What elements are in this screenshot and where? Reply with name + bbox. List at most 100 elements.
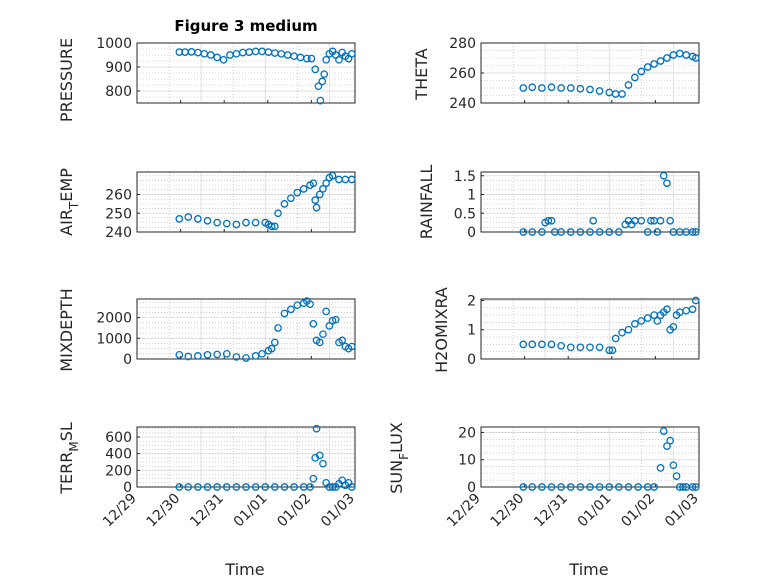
data-point (206, 51, 215, 59)
data-point (643, 63, 652, 71)
ylabel-mixdepth: MIXDEPTH (57, 288, 76, 371)
ytick-label: 1000 (96, 331, 132, 347)
subplot-6: 0 1 2 (467, 293, 700, 368)
data-point (615, 228, 623, 236)
ytick-label: 20 (458, 425, 476, 441)
data-point (267, 222, 276, 231)
data-point (669, 322, 678, 331)
data-point (663, 179, 671, 188)
data-point (280, 200, 289, 208)
data-point (557, 483, 565, 491)
ylabel-h2omixra: H2OMIXRA (432, 287, 451, 373)
data-point (203, 351, 212, 359)
data-point (586, 343, 594, 352)
data-point (322, 55, 330, 64)
data-point (311, 196, 320, 204)
data-point (663, 54, 671, 62)
data-point (672, 472, 681, 480)
data-point (184, 213, 193, 221)
data-point (258, 349, 266, 358)
ytick-label: 1 (467, 188, 476, 204)
data-point (314, 82, 323, 91)
data-point (605, 483, 614, 491)
ytick-label: 2000 (96, 311, 132, 327)
data-point (318, 77, 327, 86)
xtick-label: 01/03 (662, 491, 702, 531)
data-point (643, 314, 652, 322)
data-point (631, 73, 639, 82)
plot-area (137, 172, 355, 232)
ytick-label: 280 (449, 36, 476, 52)
data-point (656, 57, 665, 65)
data-point (319, 330, 327, 339)
axes-frame (480, 426, 700, 488)
subplot-3: 240 250 260 (105, 171, 356, 241)
data-point (544, 216, 553, 225)
data-point (347, 483, 356, 491)
data-point (213, 218, 221, 227)
ylabel-theta: THETA (412, 48, 431, 100)
xtick-label: 12/29 (100, 491, 140, 531)
data-point (618, 328, 626, 337)
data-point (213, 53, 221, 62)
data-point (576, 84, 585, 93)
ytick-label: 600 (105, 430, 132, 446)
data-point (322, 179, 330, 188)
data-point (691, 228, 700, 236)
axes-frame (480, 298, 700, 360)
data-point (274, 324, 282, 332)
ytick-label: 900 (105, 60, 132, 76)
data-point (519, 84, 528, 92)
data-point (232, 353, 241, 361)
data-point (319, 185, 327, 193)
ytick-label: 400 (105, 447, 132, 463)
data-point (663, 442, 671, 450)
data-point (666, 436, 674, 445)
data-point (315, 451, 324, 460)
data-point (242, 218, 250, 227)
data-point (331, 315, 340, 324)
data-point (653, 317, 662, 325)
ylabel-pressure: PRESSURE (57, 38, 76, 122)
data-point (280, 483, 289, 491)
subplot-8: 0 10 20 12/29 12/30 12/31 01/01 01/02 01/03 (444, 425, 702, 530)
data-point (319, 459, 327, 468)
ytick-label: 0 (467, 480, 476, 496)
xtick-label: 12/30 (144, 491, 184, 531)
data-point (299, 185, 308, 193)
data-point (576, 228, 585, 236)
data-point (576, 483, 585, 491)
xtick-label: 12/29 (444, 491, 484, 531)
data-point (615, 483, 623, 491)
data-point (647, 216, 655, 225)
data-point (335, 55, 343, 64)
data-point (519, 340, 528, 349)
data-point (528, 83, 537, 92)
ytick-label: 0.5 (454, 206, 476, 222)
data-point (637, 67, 646, 76)
data-point (528, 228, 537, 236)
data-point (222, 349, 231, 358)
data-point (547, 83, 556, 92)
data-point (203, 483, 212, 491)
data-point (659, 171, 668, 180)
data-point (624, 81, 633, 89)
xtick-label: 12/31 (531, 491, 571, 531)
data-point (203, 216, 212, 225)
ytick-label: 10 (458, 453, 476, 469)
data-point (566, 483, 575, 491)
axes-frame (136, 298, 356, 360)
data-point (624, 325, 633, 334)
data-point (219, 55, 228, 64)
xlabel-left: Time (224, 560, 264, 579)
data-point (643, 228, 652, 236)
data-point (213, 350, 221, 359)
data-point (688, 228, 697, 236)
data-point (267, 344, 276, 353)
data-point (194, 483, 202, 491)
ytick-label: 260 (105, 188, 132, 204)
data-point (184, 483, 193, 491)
data-point (280, 309, 289, 318)
data-point (322, 307, 330, 316)
